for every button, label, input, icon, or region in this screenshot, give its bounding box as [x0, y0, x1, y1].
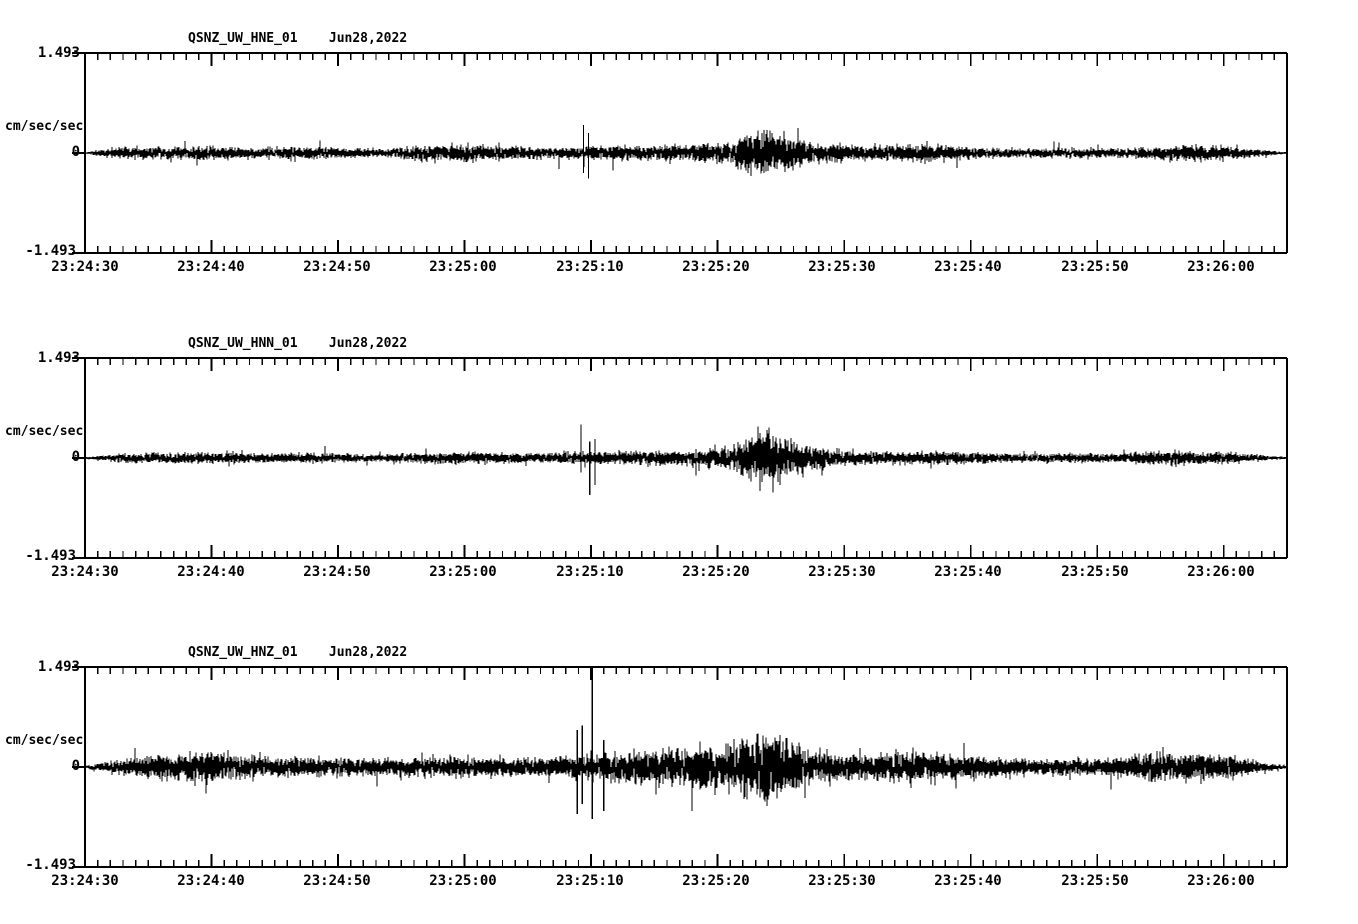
x-tick-label: 23:26:00 [1187, 873, 1255, 889]
x-tick-label: 23:25:40 [934, 873, 1002, 889]
y-axis-min-label-hne: -1.493 [25, 243, 76, 259]
x-tick-label: 23:25:50 [1061, 564, 1129, 580]
seismogram-panel-hne: QSNZ_UW_HNE_01 Jun28,2022 1.493 cm/sec/s… [0, 0, 1358, 300]
x-tick-label: 23:25:20 [682, 873, 750, 889]
x-tick-label: 23:25:40 [934, 259, 1002, 275]
x-tick-label: 23:24:50 [303, 259, 371, 275]
x-tick-label: 23:25:10 [556, 259, 624, 275]
y-axis-max-label-hnn: 1.493 [37, 350, 80, 366]
x-tick-label: 23:25:50 [1061, 873, 1129, 889]
x-tick-label: 23:25:00 [429, 873, 497, 889]
x-tick-label: 23:25:50 [1061, 259, 1129, 275]
x-tick-label: 23:26:00 [1187, 564, 1255, 580]
x-tick-label: 23:24:40 [177, 259, 245, 275]
x-tick-label: 23:25:10 [556, 873, 624, 889]
y-axis-zero-label-hnn: 0 [71, 449, 80, 465]
y-axis-max-label-hnz: 1.493 [37, 659, 80, 675]
x-tick-label: 23:25:30 [808, 873, 876, 889]
y-axis-unit-label-hnz: cm/sec/sec [5, 733, 84, 748]
y-axis-min-label-hnz: -1.493 [25, 857, 76, 873]
x-tick-label: 23:25:20 [682, 259, 750, 275]
x-tick-label: 23:25:00 [429, 259, 497, 275]
x-tick-label: 23:24:40 [177, 564, 245, 580]
x-tick-label: 23:25:10 [556, 564, 624, 580]
x-tick-label: 23:25:30 [808, 259, 876, 275]
x-tick-label: 23:24:50 [303, 873, 371, 889]
x-tick-label: 23:24:40 [177, 873, 245, 889]
y-axis-zero-label-hne: 0 [71, 144, 80, 160]
plot-area-hnz[interactable] [0, 614, 1358, 914]
seismogram-panel-hnz: QSNZ_UW_HNZ_01 Jun28,2022 1.493 cm/sec/s… [0, 614, 1358, 924]
y-axis-max-label-hne: 1.493 [37, 45, 80, 61]
x-tick-label: 23:24:30 [51, 873, 119, 889]
x-tick-label: 23:24:30 [51, 564, 119, 580]
x-tick-label: 23:25:40 [934, 564, 1002, 580]
y-axis-unit-label-hnn: cm/sec/sec [5, 424, 84, 439]
y-axis-unit-label-hne: cm/sec/sec [5, 119, 84, 134]
plot-area-hnn[interactable] [0, 305, 1358, 605]
x-tick-label: 23:25:20 [682, 564, 750, 580]
y-axis-zero-label-hnz: 0 [71, 758, 80, 774]
x-tick-label: 23:24:50 [303, 564, 371, 580]
panel-title-hnz: QSNZ_UW_HNZ_01 Jun28,2022 [188, 645, 408, 660]
x-tick-label: 23:25:00 [429, 564, 497, 580]
y-axis-min-label-hnn: -1.493 [25, 548, 76, 564]
seismogram-panel-hnn: QSNZ_UW_HNN_01 Jun28,2022 1.493 cm/sec/s… [0, 305, 1358, 605]
panel-title-hnn: QSNZ_UW_HNN_01 Jun28,2022 [188, 336, 408, 351]
panel-title-hne: QSNZ_UW_HNE_01 Jun28,2022 [188, 31, 408, 46]
plot-area-hne[interactable] [0, 0, 1358, 300]
x-tick-label: 23:26:00 [1187, 259, 1255, 275]
x-tick-label: 23:24:30 [51, 259, 119, 275]
x-tick-label: 23:25:30 [808, 564, 876, 580]
